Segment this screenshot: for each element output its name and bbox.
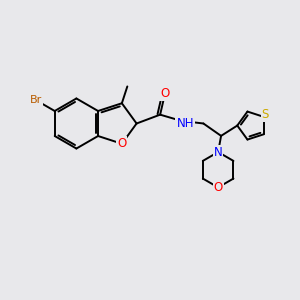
Text: Br: Br <box>30 95 43 105</box>
Text: O: O <box>214 181 223 194</box>
Text: N: N <box>214 146 223 159</box>
Text: NH: NH <box>176 117 194 130</box>
Text: O: O <box>160 87 169 100</box>
Text: S: S <box>262 108 269 121</box>
Text: O: O <box>117 137 127 150</box>
